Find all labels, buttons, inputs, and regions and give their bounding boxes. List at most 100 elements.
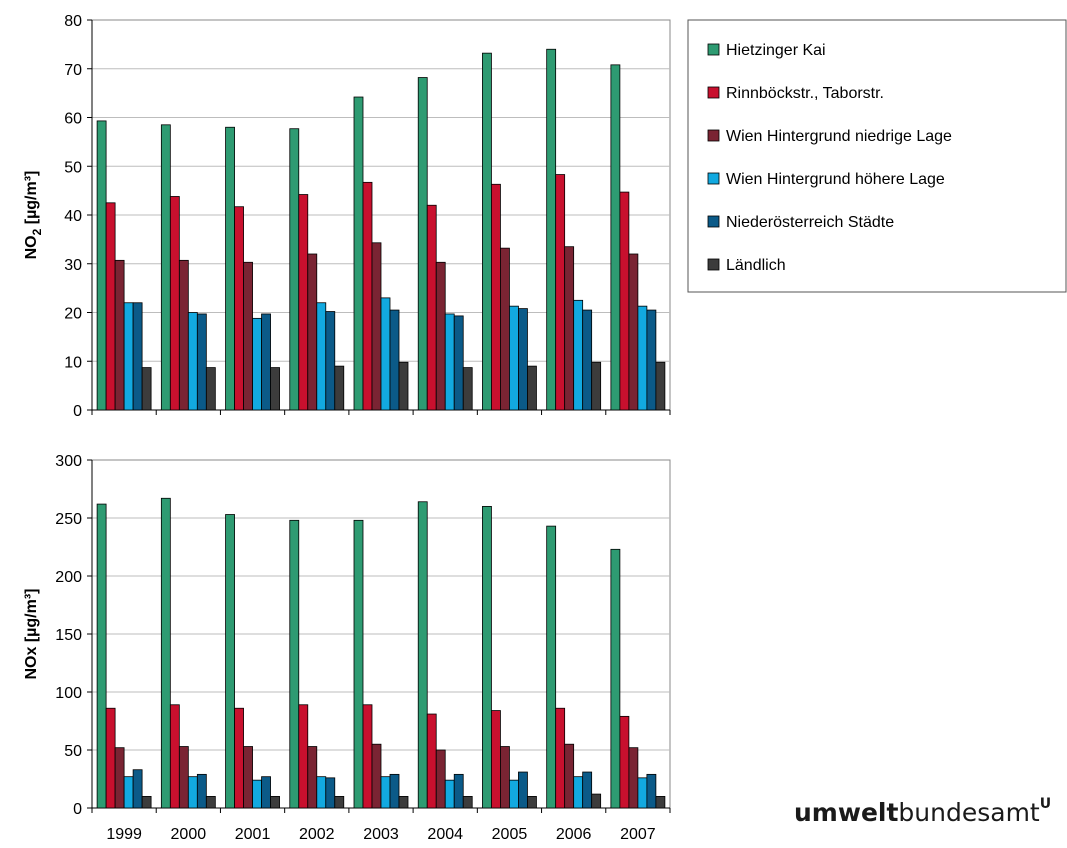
nox-bar-landlich-2001 [270, 796, 280, 809]
nox-bar-landlich-2005 [527, 796, 537, 809]
nox-bar-wien-hintergrund-niedrige-lage-2007 [628, 747, 639, 809]
nox-bar-wien-hintergrund-niedrige-lage-2000 [178, 746, 189, 809]
nox-bar-wien-hintergrund-hohere-lage-2007 [637, 777, 648, 809]
no2-bar-niederosterreich-stadte-2005 [518, 308, 528, 411]
nox-bar-rinnbockstr-taborstr-2005 [491, 710, 501, 809]
nox-bar-wien-hintergrund-hohere-lage-2002 [316, 776, 327, 809]
nox-bar-wien-hintergrund-niedrige-lage-2002 [307, 746, 318, 809]
no2-bar-landlich-1999 [141, 367, 152, 411]
no2-bar-hietzinger-kai-2003 [353, 96, 364, 411]
no2-bar-wien-hintergrund-niedrige-lage-2006 [564, 246, 575, 411]
no2-bar-landlich-2004 [462, 367, 473, 411]
x-tick-label-2007: 2007 [620, 826, 656, 843]
no2-y-tick-label: 40 [64, 208, 82, 225]
no2-y-axis-label-main: NO [23, 235, 40, 259]
nox-y-tick-label: 200 [55, 569, 82, 586]
legend-box [687, 19, 1067, 293]
x-tick-label-2002: 2002 [299, 826, 335, 843]
nox-bar-hietzinger-kai-2002 [289, 519, 300, 809]
nox-bar-landlich-2000 [205, 796, 216, 809]
no2-bar-wien-hintergrund-hohere-lage-2003 [380, 297, 391, 411]
no2-y-tick-label: 30 [64, 257, 82, 274]
no2-bar-wien-hintergrund-hohere-lage-2001 [252, 317, 262, 411]
nox-y-axis-label-unit: [µg/m³] [23, 589, 40, 647]
nox-y-axis-label-main: NOx [23, 647, 40, 680]
nox-bar-niederosterreich-stadte-2005 [518, 771, 528, 809]
legend-label-hietzinger-kai: Hietzinger Kai [726, 42, 826, 59]
no2-bar-niederosterreich-stadte-2003 [389, 309, 400, 411]
nox-y-tick-label: 50 [64, 743, 82, 760]
x-tick-label-1999: 1999 [106, 826, 142, 843]
nox-bar-hietzinger-kai-2004 [417, 501, 428, 809]
x-tick-label-2001: 2001 [235, 826, 271, 843]
no2-bar-wien-hintergrund-hohere-lage-2005 [509, 305, 519, 411]
nox-bar-hietzinger-kai-2005 [482, 505, 492, 809]
nox-bar-hietzinger-kai-2003 [353, 519, 364, 809]
no2-bar-rinnbockstr-taborstr-2000 [169, 196, 180, 411]
no2-bar-wien-hintergrund-niedrige-lage-2003 [371, 242, 382, 411]
no2-bar-hietzinger-kai-2005 [482, 52, 492, 411]
no2-bar-landlich-2005 [527, 365, 537, 411]
x-axis-tick-labels: 1999 2000 2001 2002 2003 2004 2005 2006 2007 [106, 826, 655, 843]
no2-y-tick-label: 50 [64, 159, 82, 176]
no2-bar-niederosterreich-stadte-1999 [132, 302, 143, 411]
nox-bar-niederosterreich-stadte-2002 [325, 777, 336, 809]
no2-bar-wien-hintergrund-hohere-lage-2004 [444, 313, 455, 411]
no2-bar-niederosterreich-stadte-2007 [646, 309, 657, 411]
nox-bar-wien-hintergrund-hohere-lage-2003 [380, 776, 391, 809]
nox-bar-niederosterreich-stadte-2001 [261, 776, 271, 809]
legend-label-landlich: Ländlich [726, 257, 786, 274]
no2-bar-rinnbockstr-taborstr-2002 [298, 194, 309, 411]
logo-bold-text: umwelt [794, 798, 899, 827]
nox-bar-rinnbockstr-taborstr-2006 [555, 707, 566, 809]
legend-label-rinnbockstr-taborstr: Rinnböckstr., Taborstr. [726, 85, 884, 102]
no2-bar-landlich-2000 [205, 367, 216, 411]
nox-bar-hietzinger-kai-2007 [610, 548, 621, 809]
nox-y-tick-label: 250 [55, 511, 82, 528]
nox-y-tick-label: 300 [55, 453, 82, 470]
nox-bar-wien-hintergrund-niedrige-lage-1999 [114, 747, 125, 809]
nox-bar-wien-hintergrund-niedrige-lage-2001 [243, 746, 253, 809]
nox-bar-hietzinger-kai-2006 [546, 525, 557, 809]
nox-bar-wien-hintergrund-niedrige-lage-2006 [564, 743, 575, 809]
nox-bar-niederosterreich-stadte-2004 [453, 773, 464, 809]
x-tick-label-2006: 2006 [556, 826, 592, 843]
nox-bar-landlich-2002 [334, 796, 345, 809]
nox-bar-hietzinger-kai-2001 [225, 514, 235, 809]
no2-y-tick-label: 0 [73, 403, 82, 420]
nox-bar-niederosterreich-stadte-2000 [196, 773, 207, 809]
nox-chart-panel: 0 50 100 150 200 250 300 NOx [µg/m³] [23, 453, 671, 818]
no2-bar-hietzinger-kai-2000 [160, 124, 171, 411]
no2-bar-wien-hintergrund-niedrige-lage-2000 [178, 259, 189, 411]
no2-y-tick-label: 10 [64, 354, 82, 371]
nox-bar-niederosterreich-stadte-2006 [582, 771, 593, 809]
x-tick-label-2003: 2003 [363, 826, 399, 843]
legend-label-wien-hintergrund-niedrige-lage: Wien Hintergrund niedrige Lage [726, 128, 952, 145]
nox-bar-wien-hintergrund-niedrige-lage-2003 [371, 743, 382, 809]
nox-bar-rinnbockstr-taborstr-2001 [234, 707, 244, 809]
nox-bar-wien-hintergrund-niedrige-lage-2004 [435, 749, 446, 809]
legend-label-wien-hintergrund-hohere-lage: Wien Hintergrund höhere Lage [726, 171, 945, 188]
no2-y-tick-label: 20 [64, 306, 82, 323]
nox-bar-rinnbockstr-taborstr-2003 [362, 704, 373, 809]
x-tick-label-2005: 2005 [492, 826, 528, 843]
no2-bar-hietzinger-kai-2006 [546, 48, 557, 411]
nox-bar-hietzinger-kai-2000 [160, 497, 171, 809]
no2-bar-wien-hintergrund-niedrige-lage-1999 [114, 259, 125, 411]
no2-bar-wien-hintergrund-niedrige-lage-2005 [500, 247, 510, 411]
no2-bar-wien-hintergrund-niedrige-lage-2002 [307, 253, 318, 411]
no2-bar-niederosterreich-stadte-2000 [196, 313, 207, 411]
legend-swatch-rinnbockstr-taborstr [707, 86, 720, 99]
nox-bar-landlich-2006 [591, 793, 602, 809]
nox-bar-hietzinger-kai-1999 [96, 503, 107, 809]
legend-label-niederosterreich-stadte: Niederösterreich Städte [726, 214, 894, 231]
x-tick-label-2000: 2000 [171, 826, 207, 843]
no2-bar-hietzinger-kai-2007 [610, 64, 621, 411]
no2-bar-hietzinger-kai-2002 [289, 128, 300, 411]
no2-bar-hietzinger-kai-2004 [417, 77, 428, 411]
no2-bar-niederosterreich-stadte-2006 [582, 309, 593, 411]
logo-light-text: bundesamt [898, 798, 1040, 827]
nox-bar-wien-hintergrund-hohere-lage-2001 [252, 779, 262, 809]
nox-bar-wien-hintergrund-hohere-lage-2006 [573, 776, 584, 809]
no2-bar-rinnbockstr-taborstr-2006 [555, 174, 566, 411]
